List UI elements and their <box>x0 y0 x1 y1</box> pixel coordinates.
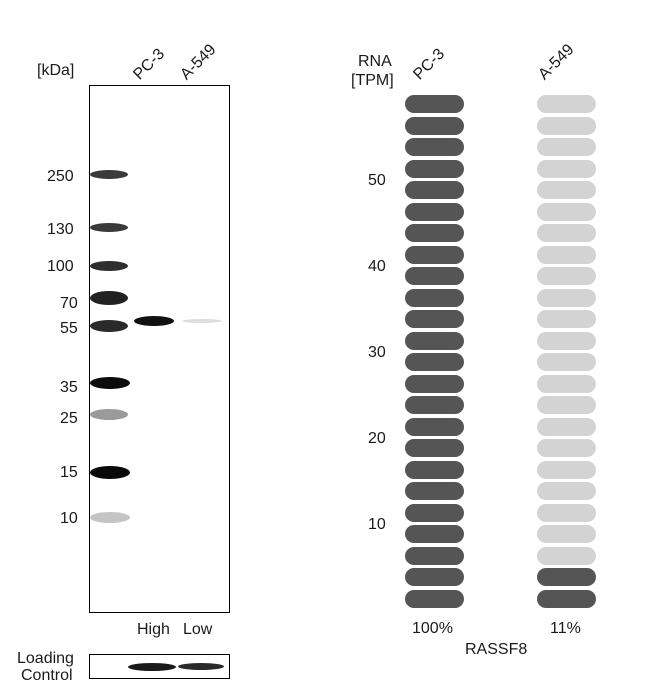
rna-segment-filled <box>405 245 464 264</box>
loading-control-band-pc3 <box>128 663 176 671</box>
marker-label-250: 250 <box>47 168 74 185</box>
rna-segment-empty <box>537 546 596 565</box>
rna-y-tick-20: 20 <box>368 430 386 447</box>
marker-label-70: 70 <box>60 295 78 312</box>
ladder-band-35 <box>90 377 130 389</box>
rna-segment-empty <box>537 396 596 414</box>
rna-y-tick-30: 30 <box>368 344 386 361</box>
rna-segment-filled <box>405 331 464 350</box>
rna-segment-filled <box>405 202 464 221</box>
rna-axis-title-line1: RNA <box>358 53 392 70</box>
rna-segment-filled <box>405 589 464 608</box>
rna-segment-filled <box>405 159 464 178</box>
rna-segment-filled <box>405 95 464 113</box>
rna-segment-empty <box>537 439 596 457</box>
rna-segment-filled <box>405 353 464 371</box>
rna-segment-filled <box>405 460 464 479</box>
rna-segment-empty <box>537 116 596 135</box>
expression-label-low: Low <box>183 621 213 638</box>
rna-segment-filled <box>405 116 464 135</box>
marker-label-130: 130 <box>47 221 74 238</box>
loading-control-label-line2: Control <box>21 667 73 684</box>
marker-label-35: 35 <box>60 379 78 396</box>
rna-gene-name: RASSF8 <box>465 641 528 658</box>
rna-segment-filled <box>405 267 464 285</box>
rna-segment-filled <box>405 310 464 328</box>
rna-segment-filled <box>537 589 596 608</box>
pc3-sample-band <box>134 316 174 326</box>
rna-segment-filled <box>405 568 464 586</box>
rna-segment-empty <box>537 245 596 264</box>
loading-control-membrane <box>89 654 230 679</box>
rna-segment-empty <box>537 181 596 199</box>
ladder-band-250 <box>90 170 128 179</box>
blot-membrane <box>89 85 230 613</box>
rna-segment-empty <box>537 525 596 543</box>
rna-segment-empty <box>537 331 596 350</box>
rna-bar-a549 <box>537 0 596 684</box>
ladder-band-10 <box>90 512 130 523</box>
rna-segment-empty <box>537 503 596 522</box>
rna-segment-filled <box>405 288 464 307</box>
rna-segment-filled <box>537 568 596 586</box>
rna-segment-filled <box>405 525 464 543</box>
rna-segment-filled <box>405 417 464 436</box>
rna-segment-filled <box>405 181 464 199</box>
loading-control-band-a549 <box>178 663 224 670</box>
rna-segment-empty <box>537 224 596 242</box>
ladder-band-70 <box>90 291 128 305</box>
rna-segment-filled <box>405 439 464 457</box>
marker-label-100: 100 <box>47 258 74 275</box>
rna-percent-pc3: 100% <box>412 620 453 637</box>
rna-segment-filled <box>405 374 464 393</box>
rna-segment-empty <box>537 138 596 156</box>
marker-label-55: 55 <box>60 320 78 337</box>
rna-segment-filled <box>405 546 464 565</box>
rna-segment-filled <box>405 503 464 522</box>
rna-segment-empty <box>537 288 596 307</box>
rna-segment-filled <box>405 224 464 242</box>
rna-percent-a549: 11% <box>550 620 581 637</box>
ladder-band-100 <box>90 261 128 271</box>
rna-segment-filled <box>405 482 464 500</box>
expression-label-high: High <box>137 621 170 638</box>
rna-bar-pc3 <box>405 0 464 684</box>
kda-unit-label: [kDa] <box>37 62 75 79</box>
loading-control-label-line1: Loading <box>17 650 74 667</box>
rna-segment-filled <box>405 396 464 414</box>
rna-segment-empty <box>537 460 596 479</box>
ladder-band-130 <box>90 223 128 232</box>
ladder-band-55 <box>90 320 128 332</box>
rna-segment-empty <box>537 482 596 500</box>
marker-label-10: 10 <box>60 510 78 527</box>
rna-segment-empty <box>537 267 596 285</box>
rna-segment-filled <box>405 138 464 156</box>
a549-sample-band <box>182 319 222 323</box>
rna-segment-empty <box>537 95 596 113</box>
rna-segment-empty <box>537 374 596 393</box>
marker-label-15: 15 <box>60 464 78 481</box>
rna-segment-empty <box>537 353 596 371</box>
rna-axis-title-line2: [TPM] <box>351 72 394 89</box>
ladder-band-25 <box>90 409 128 420</box>
ladder-band-15 <box>90 466 130 479</box>
rna-segment-empty <box>537 417 596 436</box>
rna-segment-empty <box>537 202 596 221</box>
lane-label-a549: A-549 <box>177 41 220 84</box>
rna-y-tick-40: 40 <box>368 258 386 275</box>
rna-y-tick-10: 10 <box>368 516 386 533</box>
marker-label-25: 25 <box>60 410 78 427</box>
rna-y-tick-50: 50 <box>368 172 386 189</box>
lane-label-pc3: PC-3 <box>130 45 169 84</box>
rna-segment-empty <box>537 159 596 178</box>
rna-segment-empty <box>537 310 596 328</box>
